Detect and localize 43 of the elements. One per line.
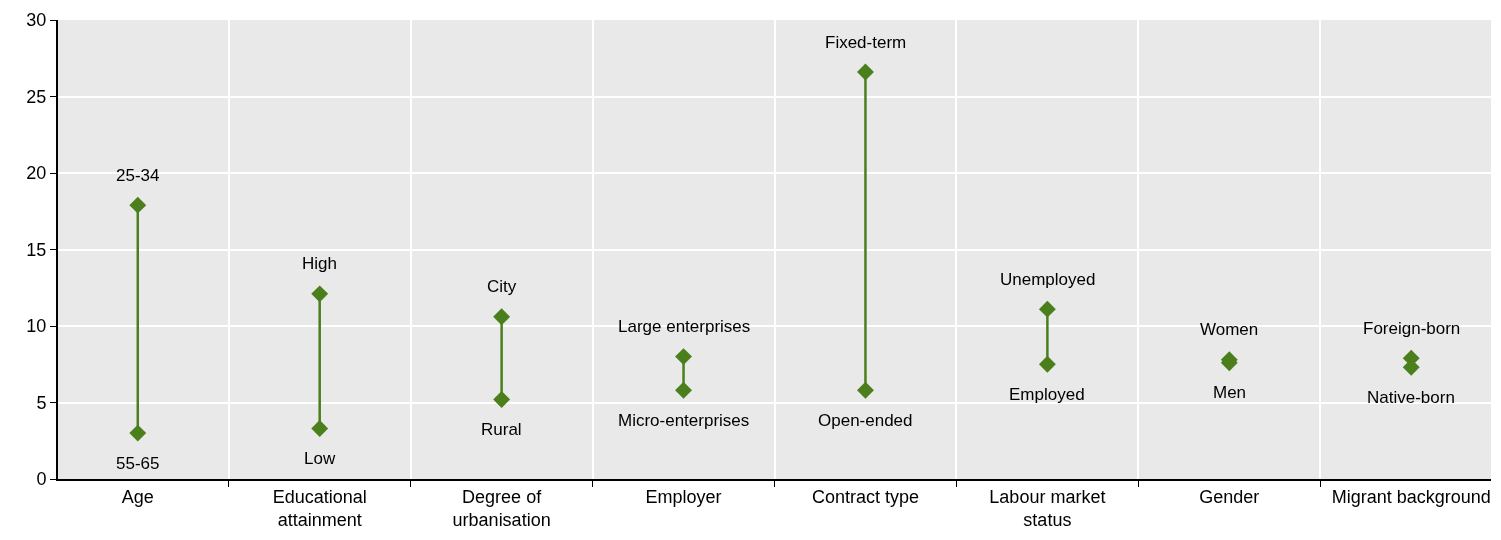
annotation: Micro-enterprises	[618, 411, 750, 430]
y-tick-label: 15	[26, 239, 47, 260]
x-tick-label: Age	[121, 486, 154, 507]
x-tick-label: Educational attainment	[272, 486, 367, 530]
point	[493, 390, 511, 408]
y-tick-label: 5	[36, 392, 47, 413]
annotation: Employed	[1009, 385, 1085, 404]
annotation: 25-34	[116, 166, 160, 185]
point	[1038, 300, 1056, 318]
annotation: City	[487, 277, 517, 296]
annotation: Fixed-term	[825, 33, 907, 52]
point	[311, 285, 329, 303]
x-tick-label: Labour market status	[989, 486, 1106, 530]
point	[311, 420, 329, 437]
y-tick-label: 25	[26, 86, 47, 107]
point	[1038, 355, 1056, 373]
annotation: Men	[1213, 383, 1247, 402]
annotation: Foreign-born	[1363, 319, 1461, 338]
annotation: Low	[304, 449, 336, 468]
point	[493, 308, 511, 326]
x-tick-label: Degree of urbanisation	[452, 486, 551, 530]
y-tick-label: 0	[36, 469, 47, 490]
annotation: 55-65	[116, 454, 160, 473]
annotation: Large enterprises	[618, 317, 751, 336]
x-tick-label: Gender	[1199, 486, 1260, 507]
point	[857, 381, 874, 399]
annotation: Women	[1200, 320, 1259, 339]
annotation: Native-born	[1367, 388, 1455, 407]
y-tick-label: 20	[26, 163, 47, 184]
annotation: High	[302, 254, 337, 273]
y-tick-label: 30	[26, 10, 47, 31]
point	[129, 424, 147, 442]
x-tick-label: Employer	[645, 486, 722, 507]
annotation: Rural	[481, 420, 522, 439]
annotation: Open-ended	[818, 411, 913, 430]
point	[675, 348, 692, 366]
point	[675, 381, 692, 399]
annotation: Unemployed	[1000, 270, 1096, 289]
x-tick-label: Contract type	[811, 486, 919, 507]
point	[857, 63, 874, 81]
x-tick-label: Migrant background	[1331, 486, 1491, 507]
point	[129, 196, 147, 214]
y-tick-label: 10	[26, 316, 47, 337]
